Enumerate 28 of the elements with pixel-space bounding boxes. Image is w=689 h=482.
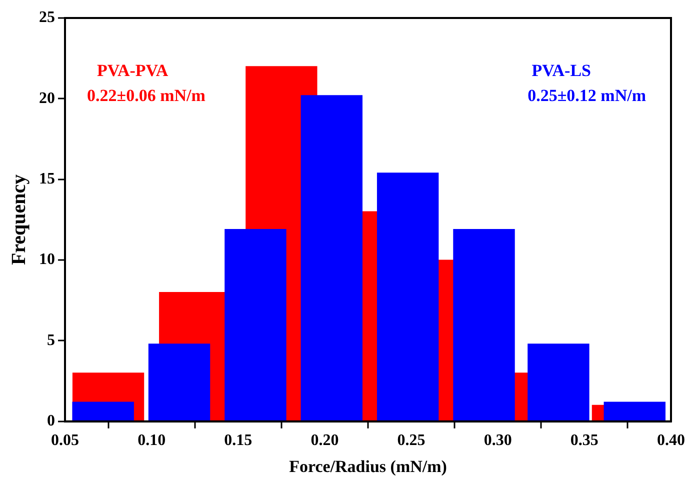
bar	[604, 402, 666, 422]
bar	[148, 344, 210, 422]
bar	[224, 229, 286, 422]
bar	[453, 229, 515, 422]
y-tick-label: 15	[39, 170, 55, 188]
annotation: 0.25±0.12 mN/m	[528, 86, 646, 105]
y-tick-label: 0	[47, 412, 55, 430]
x-tick-label: 0.40	[657, 432, 685, 450]
x-tick-label: 0.10	[138, 432, 166, 450]
y-axis-title: Frequency	[8, 174, 30, 266]
x-tick-label: 0.15	[224, 432, 252, 450]
text: PVA-PVA	[97, 61, 169, 80]
y-tick-label: 10	[39, 251, 55, 268]
x-axis-title: Force/Radius (mN/m)	[289, 457, 447, 476]
bar	[72, 402, 134, 422]
x-tick-label: 0.30	[484, 432, 512, 450]
bar	[528, 344, 590, 422]
text: PVA-LS	[532, 61, 591, 80]
y-tick-label: 25	[39, 9, 55, 26]
y-tick-label: 5	[47, 332, 55, 349]
y-tick-label: 20	[39, 90, 55, 107]
bar	[300, 95, 362, 422]
x-tick-label: 0.35	[570, 432, 598, 450]
annotation: 0.22±0.06 mN/m	[87, 86, 206, 105]
x-tick-label: 0.20	[310, 432, 339, 450]
x-tick-label: 0.05	[51, 432, 79, 450]
bar	[376, 172, 439, 422]
x-tick-label: 0.25	[397, 432, 426, 450]
